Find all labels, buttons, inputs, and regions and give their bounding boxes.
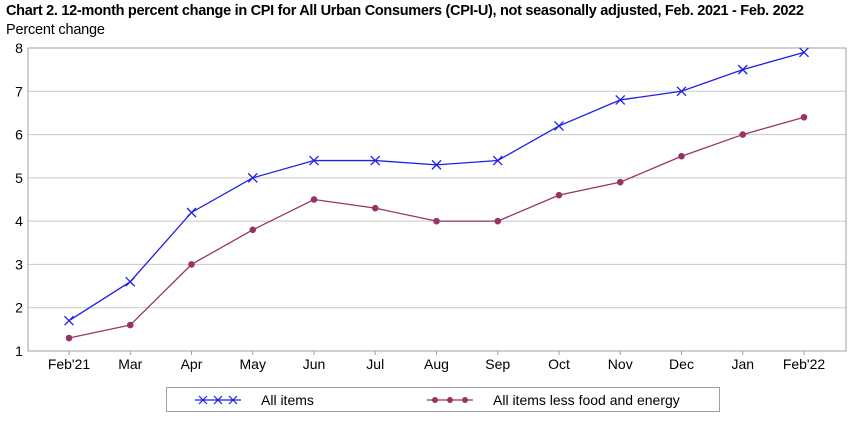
data-point-x-marker — [125, 276, 136, 287]
y-axis-ticks: 1 2 3 4 5 6 7 8 — [15, 40, 23, 359]
x-tick-label: Aug — [424, 356, 449, 372]
x-tick-label: Feb'21 — [48, 356, 91, 372]
data-point-dot — [126, 321, 134, 329]
chart-title: Chart 2. 12-month percent change in CPI … — [6, 3, 804, 19]
data-point-x-marker — [615, 94, 626, 105]
data-point-dot — [433, 217, 440, 225]
data-point-x-marker — [247, 172, 258, 183]
x-tick-label: Dec — [669, 356, 694, 372]
data-point-dot — [555, 191, 563, 199]
data-point-dot — [249, 226, 257, 234]
x-tick-label: Oct — [548, 356, 570, 372]
x-tick-label: Feb'22 — [783, 356, 826, 372]
y-tick-label: 8 — [15, 40, 23, 56]
series-layer — [64, 47, 809, 342]
y-tick-label: 1 — [15, 343, 23, 359]
data-point-dot — [188, 261, 195, 268]
dot-marker-line-icon — [427, 396, 473, 403]
x-marker-line-icon — [195, 395, 241, 404]
x-tick-label: Mar — [118, 356, 142, 372]
x-tick-label: Jun — [303, 356, 326, 372]
data-point-x-marker — [737, 64, 748, 75]
y-axis-label: Percent change — [6, 22, 105, 38]
x-axis-ticks: Feb'21 Mar Apr May Jun Jul Aug Sep Oct Nov Dec Jan F… — [48, 351, 826, 372]
data-point-dot — [65, 334, 73, 342]
data-point-dot — [800, 113, 808, 121]
x-tick-label: Jan — [731, 356, 754, 372]
series-line — [68, 51, 805, 322]
data-point-dot — [678, 152, 685, 160]
y-tick-label: 7 — [15, 83, 23, 99]
legend-label-all-items: All items — [261, 391, 314, 408]
plot-area-frame — [27, 47, 847, 352]
data-point-x-marker — [492, 155, 503, 166]
data-point-x-marker — [554, 120, 564, 131]
data-point-x-marker — [186, 207, 197, 218]
x-tick-label: Jul — [366, 356, 384, 372]
legend: All items All items less food and energy — [166, 387, 720, 412]
gridlines — [28, 90, 846, 309]
data-point-x-marker — [309, 155, 319, 166]
x-tick-label: Nov — [608, 356, 633, 372]
y-tick-label: 5 — [15, 170, 23, 186]
x-tick-label: Sep — [485, 356, 510, 372]
legend-item-all-items: All items — [195, 388, 314, 411]
data-point-dot — [371, 204, 379, 212]
y-tick-label: 6 — [15, 127, 23, 143]
data-point-dot — [494, 217, 502, 225]
data-point-x-marker — [64, 315, 74, 326]
series-all-items — [64, 47, 809, 326]
series-line — [68, 116, 805, 339]
data-point-dot — [616, 178, 624, 186]
x-tick-label: May — [240, 356, 266, 372]
legend-label-core: All items less food and energy — [493, 391, 680, 408]
x-tick-label: Apr — [181, 356, 203, 372]
data-point-dot — [310, 196, 318, 203]
data-point-x-marker — [799, 47, 809, 58]
series-core — [65, 113, 808, 342]
y-tick-label: 3 — [15, 256, 23, 272]
legend-item-core: All items less food and energy — [427, 388, 680, 411]
data-point-x-marker — [676, 86, 687, 97]
data-point-dot — [739, 131, 747, 138]
y-tick-label: 2 — [15, 300, 23, 316]
data-point-x-marker — [431, 159, 442, 170]
y-tick-label: 4 — [15, 213, 23, 229]
data-point-x-marker — [370, 155, 381, 166]
